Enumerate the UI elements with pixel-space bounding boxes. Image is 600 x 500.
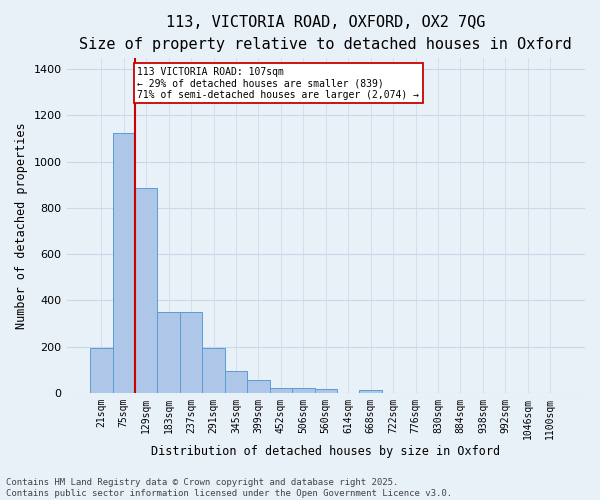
Text: 113 VICTORIA ROAD: 107sqm
← 29% of detached houses are smaller (839)
71% of semi: 113 VICTORIA ROAD: 107sqm ← 29% of detac…: [137, 67, 419, 100]
Bar: [202, 348, 225, 393]
Y-axis label: Number of detached properties: Number of detached properties: [15, 122, 28, 328]
Bar: [292, 388, 314, 393]
Bar: [90, 348, 113, 393]
X-axis label: Distribution of detached houses by size in Oxford: Distribution of detached houses by size …: [151, 444, 500, 458]
Bar: [180, 312, 202, 393]
Title: 113, VICTORIA ROAD, OXFORD, OX2 7QG
Size of property relative to detached houses: 113, VICTORIA ROAD, OXFORD, OX2 7QG Size…: [79, 15, 572, 52]
Bar: [359, 390, 382, 393]
Bar: [225, 371, 247, 393]
Text: Contains HM Land Registry data © Crown copyright and database right 2025.
Contai: Contains HM Land Registry data © Crown c…: [6, 478, 452, 498]
Bar: [157, 312, 180, 393]
Bar: [113, 132, 135, 393]
Bar: [247, 380, 269, 393]
Bar: [269, 388, 292, 393]
Bar: [135, 188, 157, 393]
Bar: [314, 389, 337, 393]
